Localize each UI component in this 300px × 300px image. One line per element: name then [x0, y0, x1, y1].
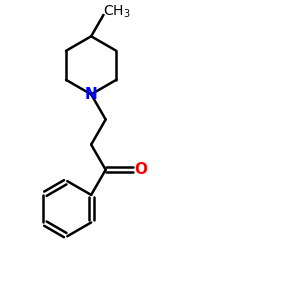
Text: O: O — [134, 162, 147, 177]
Text: CH$_3$: CH$_3$ — [103, 4, 130, 20]
Text: N: N — [85, 87, 98, 102]
